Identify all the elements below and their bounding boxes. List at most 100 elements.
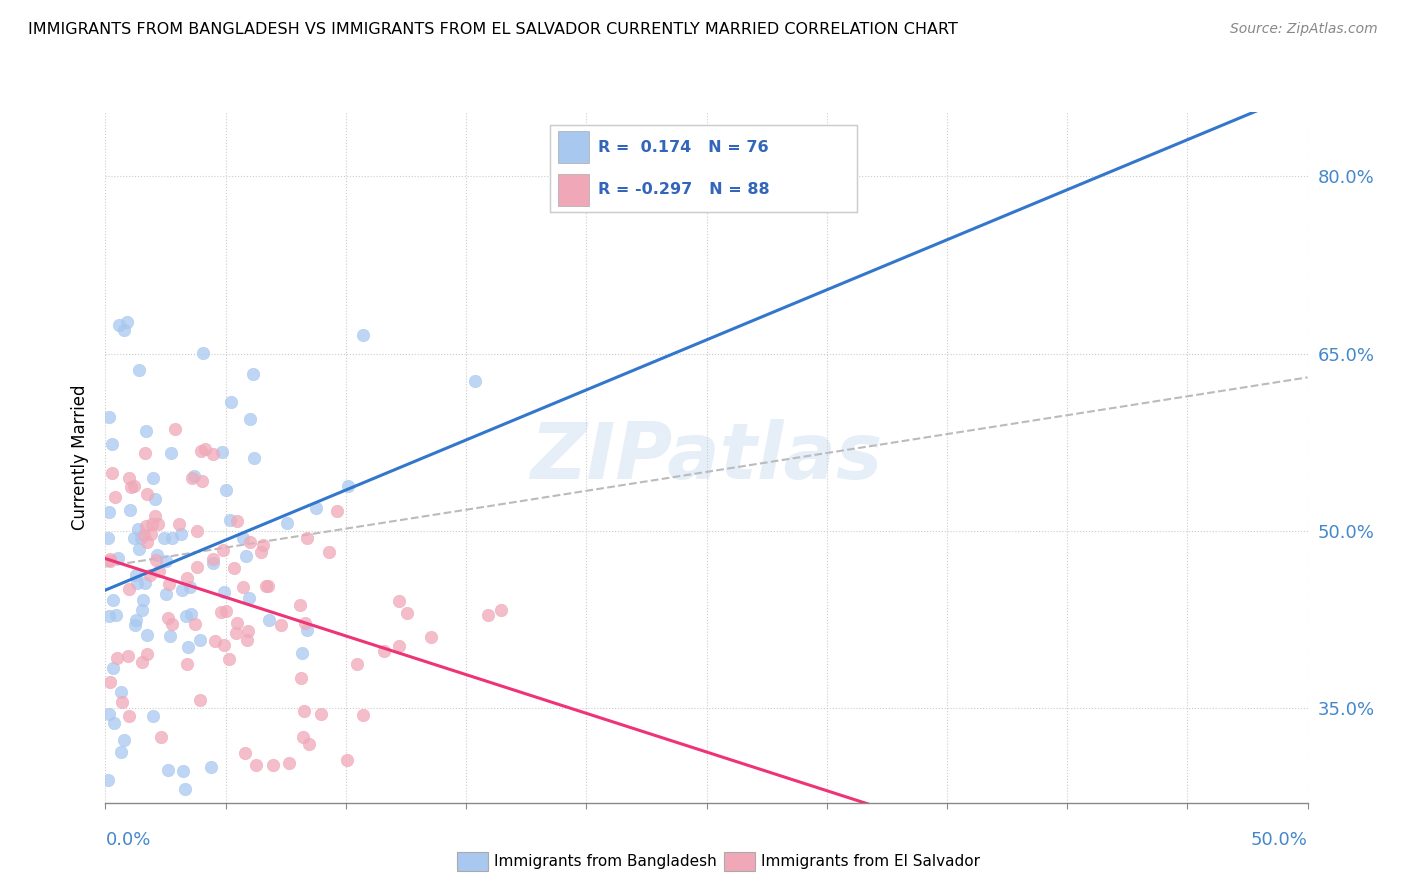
Point xyxy=(180,607,202,622)
Point xyxy=(142,470,165,484)
Point xyxy=(288,598,311,612)
Point xyxy=(145,549,167,563)
Point xyxy=(291,646,314,660)
Point xyxy=(200,760,222,774)
Point xyxy=(225,626,247,640)
Point xyxy=(103,715,125,730)
Point xyxy=(222,561,245,575)
Point xyxy=(353,328,375,343)
Point xyxy=(148,516,170,531)
Point xyxy=(202,556,225,570)
Point xyxy=(124,531,146,545)
Point xyxy=(101,466,124,480)
Point xyxy=(115,315,138,329)
Point xyxy=(184,617,207,632)
Point xyxy=(98,409,121,424)
Point xyxy=(98,504,121,518)
Point xyxy=(103,661,125,675)
Point xyxy=(262,757,284,772)
Point xyxy=(105,650,128,665)
Point xyxy=(235,549,257,563)
Point xyxy=(134,445,156,459)
Point xyxy=(97,531,120,545)
Point xyxy=(191,474,214,488)
Point xyxy=(155,554,177,568)
Point xyxy=(142,709,165,723)
Point xyxy=(215,603,238,617)
Point xyxy=(190,443,212,458)
Point xyxy=(160,446,183,460)
Point xyxy=(297,531,319,545)
Point xyxy=(131,593,153,607)
Point xyxy=(186,560,208,574)
Text: Source: ZipAtlas.com: Source: ZipAtlas.com xyxy=(1230,22,1378,37)
Point xyxy=(337,478,360,492)
Point xyxy=(295,623,318,637)
Point xyxy=(159,630,181,644)
Text: Immigrants from El Salvador: Immigrants from El Salvador xyxy=(761,855,980,869)
Point xyxy=(98,551,121,566)
Point xyxy=(100,554,122,568)
Point xyxy=(257,614,280,628)
Point xyxy=(233,746,256,760)
Point xyxy=(122,478,145,492)
Point xyxy=(191,345,214,359)
Point xyxy=(135,519,157,533)
Point xyxy=(128,542,150,557)
Point xyxy=(226,514,249,528)
Point xyxy=(134,528,156,542)
Point xyxy=(157,577,180,591)
Point xyxy=(212,584,235,599)
Point xyxy=(170,583,193,598)
Point xyxy=(238,591,260,605)
Point xyxy=(135,486,157,500)
Point xyxy=(309,706,332,721)
Point xyxy=(125,568,148,582)
Point xyxy=(103,592,125,607)
Point xyxy=(167,516,190,531)
Point xyxy=(388,594,411,608)
Point xyxy=(183,469,205,483)
Point xyxy=(176,608,198,623)
Point xyxy=(124,614,146,628)
Point xyxy=(236,632,259,647)
Point xyxy=(232,580,254,594)
Point xyxy=(135,424,157,438)
Point xyxy=(112,732,135,747)
Point xyxy=(118,503,141,517)
Point xyxy=(174,781,197,796)
Point xyxy=(141,517,163,532)
Point xyxy=(172,764,194,778)
Point xyxy=(136,628,159,642)
Point xyxy=(124,617,146,632)
Point xyxy=(150,731,173,745)
Point xyxy=(155,587,177,601)
Point xyxy=(176,657,198,671)
Point xyxy=(226,615,249,630)
Point xyxy=(395,606,418,620)
Point xyxy=(250,545,273,559)
Point xyxy=(156,763,179,777)
Point xyxy=(298,737,321,751)
Text: Immigrants from Bangladesh: Immigrants from Bangladesh xyxy=(494,855,716,869)
Point xyxy=(211,445,233,459)
Point xyxy=(254,579,277,593)
Point xyxy=(477,607,499,622)
Point xyxy=(188,633,211,648)
Point xyxy=(117,649,139,664)
Point xyxy=(243,451,266,466)
Point xyxy=(104,607,127,622)
Point xyxy=(118,709,141,723)
Point xyxy=(139,527,162,541)
Point xyxy=(160,531,183,545)
Point xyxy=(242,367,264,381)
Point xyxy=(97,773,120,788)
Point xyxy=(219,394,242,409)
Point xyxy=(152,531,174,545)
Point xyxy=(215,483,238,497)
Text: 0.0%: 0.0% xyxy=(105,831,150,849)
Point xyxy=(292,704,315,718)
Point xyxy=(107,550,129,565)
Point xyxy=(169,526,191,541)
Point xyxy=(110,685,132,699)
